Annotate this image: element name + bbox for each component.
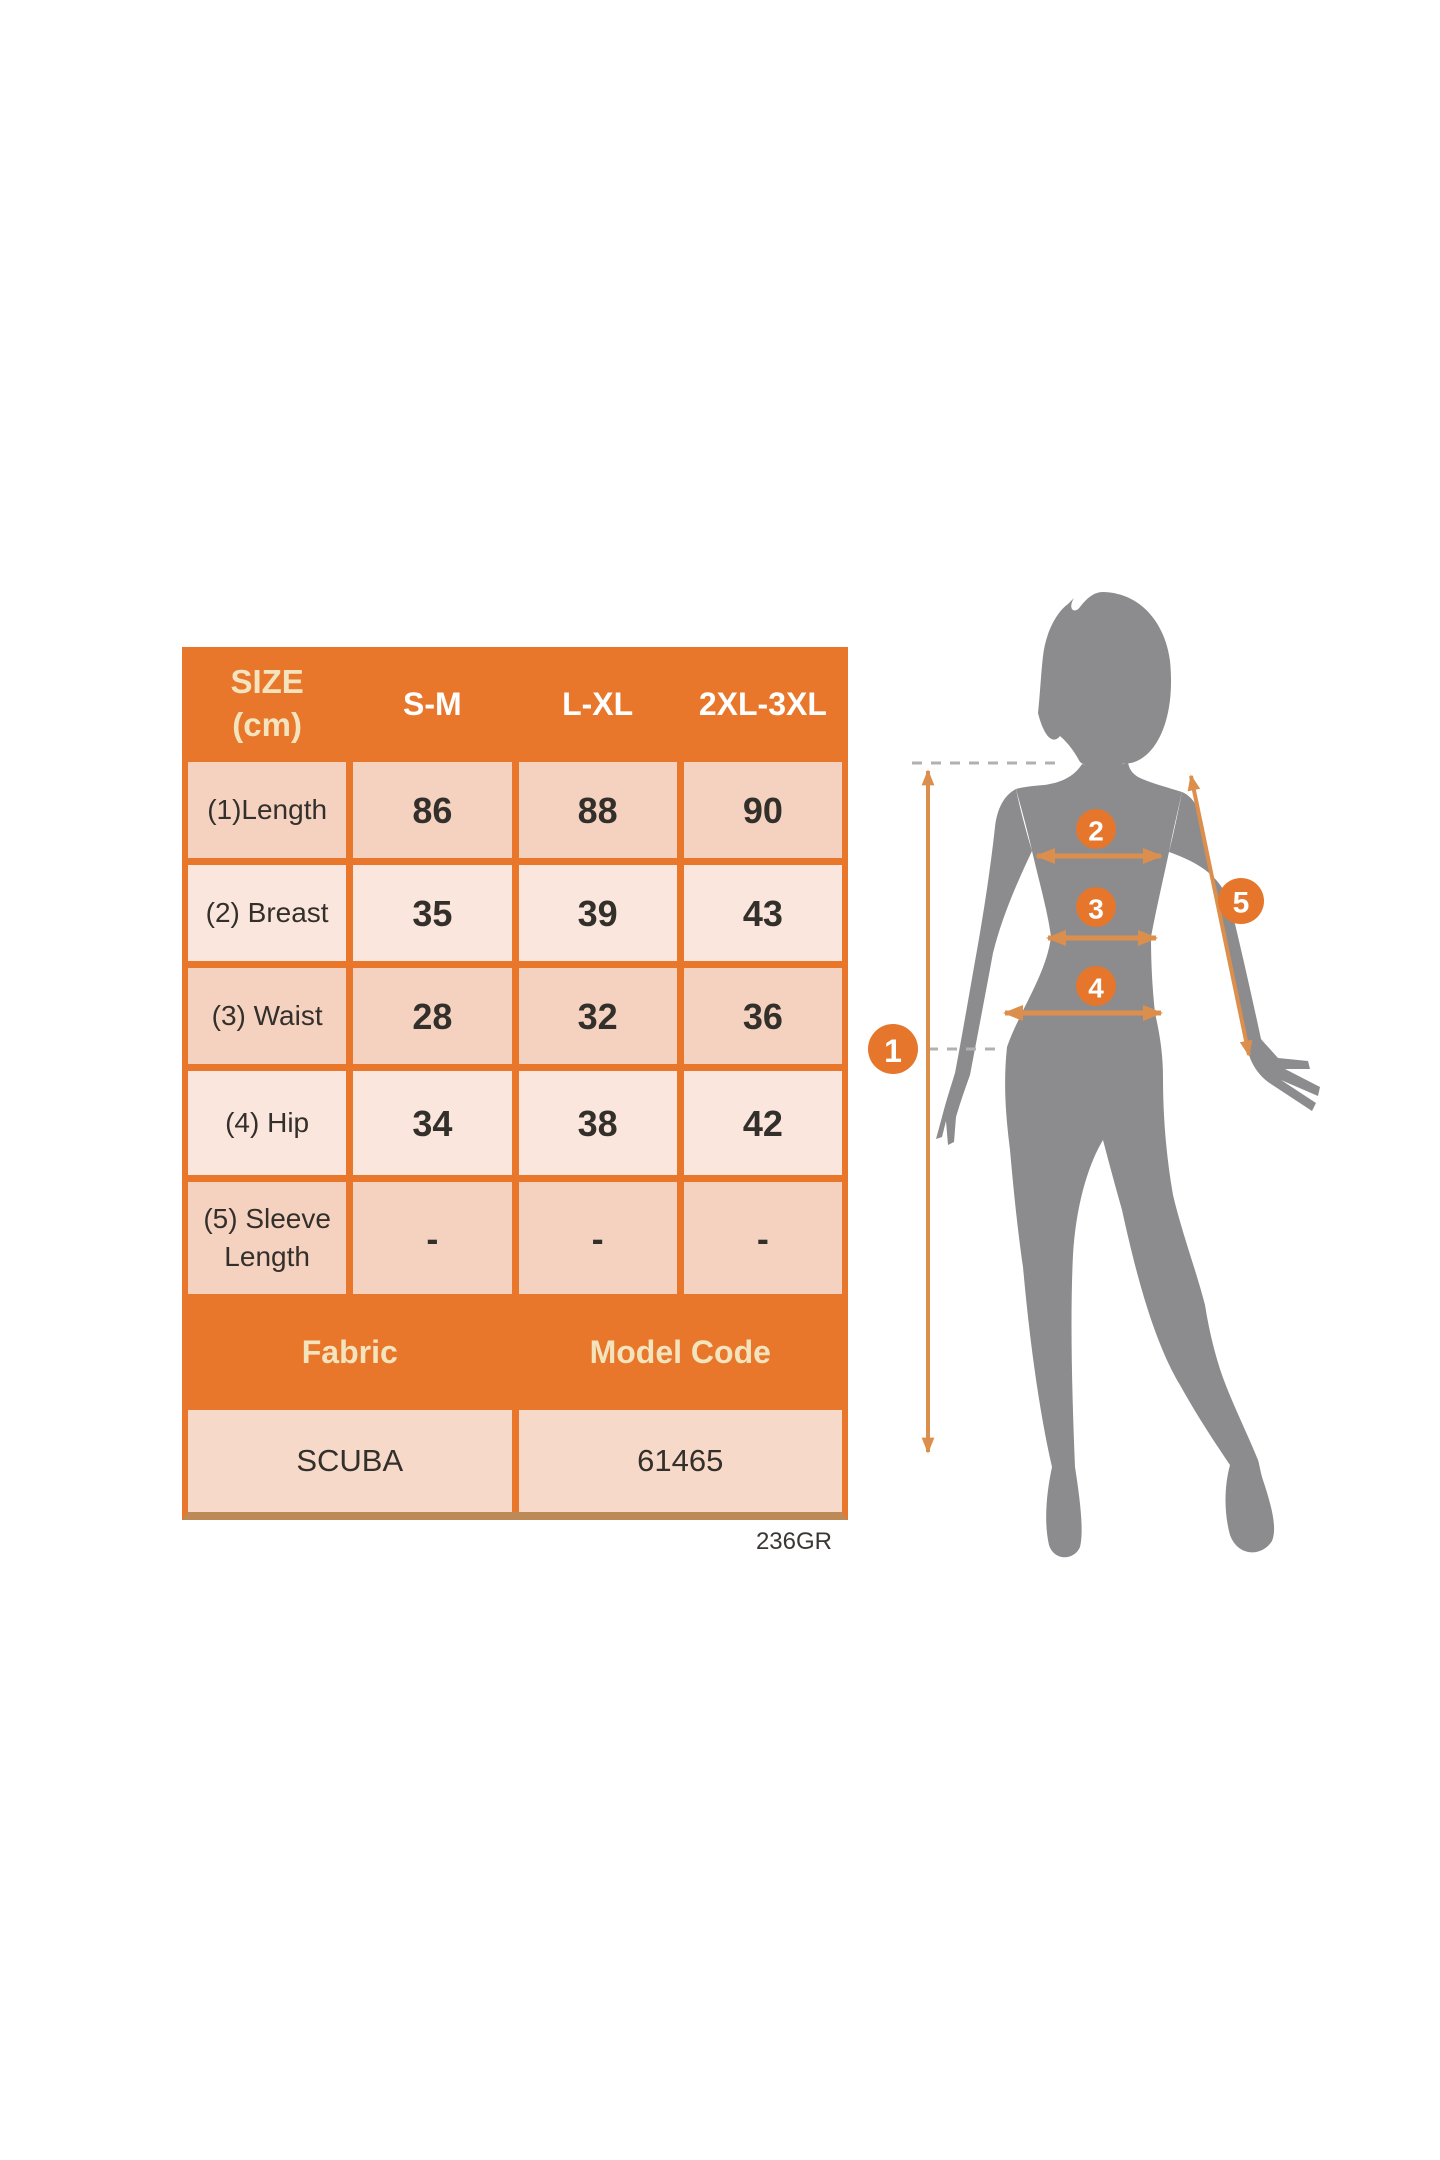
column-header-2xl3xl: 2XL-3XL — [683, 653, 842, 755]
silhouette-body — [1005, 762, 1275, 1558]
column-header-sm: S-M — [353, 653, 512, 755]
column-header-lxl: L-XL — [518, 653, 677, 755]
sleeve-value-sm: - — [353, 1182, 512, 1294]
badge-1: 1 — [868, 1024, 918, 1074]
length-value-lxl: 88 — [518, 762, 677, 858]
breast-value-2xl3xl: 43 — [683, 865, 842, 961]
length-value-sm: 86 — [353, 762, 512, 858]
row-label-hip: (4) Hip — [188, 1071, 347, 1175]
fabric-value: SCUBA — [188, 1410, 512, 1512]
size-header-line1: SIZE — [230, 663, 304, 701]
silhouette-left-arm — [936, 789, 1032, 1145]
badge-4-number: 4 — [1088, 973, 1104, 1004]
badge-2-number: 2 — [1088, 816, 1104, 847]
measurement-arrows — [921, 769, 1253, 1454]
measurement-badges: 1 2 3 4 5 — [868, 809, 1264, 1074]
female-silhouette — [936, 592, 1320, 1558]
waist-value-sm: 28 — [353, 968, 512, 1064]
size-header-line2: (cm) — [232, 706, 302, 743]
size-header-cell: SIZE (cm) — [188, 653, 347, 755]
badge-5-number: 5 — [1233, 887, 1250, 920]
row-label-sleeve-length: (5) Sleeve Length — [188, 1182, 347, 1294]
size-table: SIZE (cm) S-M L-XL 2XL-3XL (1)Length 86 … — [182, 647, 848, 1520]
waist-value-lxl: 32 — [518, 968, 677, 1064]
breast-value-lxl: 39 — [518, 865, 677, 961]
silhouette-right-arm — [1169, 792, 1320, 1111]
badge-5: 5 — [1218, 878, 1264, 924]
hip-value-2xl3xl: 42 — [683, 1071, 842, 1175]
badge-2: 2 — [1076, 809, 1116, 849]
model-code-header: Model Code — [518, 1301, 842, 1403]
sleeve-arrow — [1187, 774, 1253, 1057]
footnote: 236GR — [755, 1528, 832, 1555]
row-label-length: (1)Length — [188, 762, 347, 858]
badge-3-circle — [1076, 887, 1116, 927]
badge-2-circle — [1076, 809, 1116, 849]
length-value-2xl3xl: 90 — [683, 762, 842, 858]
body-measurement-figure: 1 2 3 4 5 — [868, 592, 1320, 1558]
breast-value-sm: 35 — [353, 865, 512, 961]
reference-lines — [912, 761, 1056, 1051]
badge-1-circle — [868, 1024, 918, 1074]
sleeve-value-lxl: - — [518, 1182, 677, 1294]
waist-value-2xl3xl: 36 — [683, 968, 842, 1064]
silhouette-head — [1038, 592, 1172, 769]
row-label-breast: (2) Breast — [188, 865, 347, 961]
badge-3-number: 3 — [1088, 894, 1104, 925]
fabric-header: Fabric — [188, 1301, 512, 1403]
sleeve-value-2xl3xl: - — [683, 1182, 842, 1294]
model-code-value: 61465 — [518, 1410, 842, 1512]
badge-3: 3 — [1076, 887, 1116, 927]
badge-4: 4 — [1076, 966, 1116, 1006]
hip-value-lxl: 38 — [518, 1071, 677, 1175]
badge-1-number: 1 — [884, 1033, 902, 1069]
row-label-waist: (3) Waist — [188, 968, 347, 1064]
badge-4-circle — [1076, 966, 1116, 1006]
hip-value-sm: 34 — [353, 1071, 512, 1175]
badge-5-circle — [1218, 878, 1264, 924]
